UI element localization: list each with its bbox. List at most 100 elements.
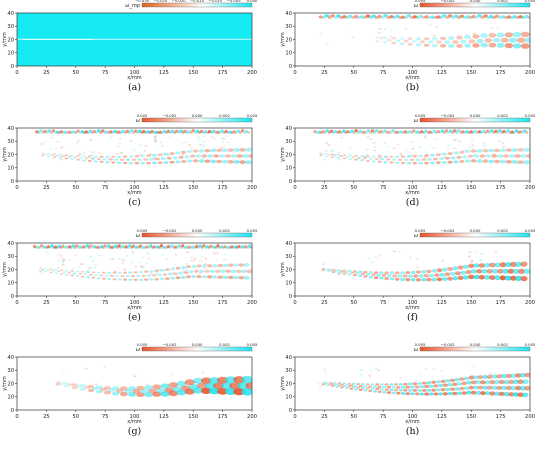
vortex-blob [165, 268, 170, 271]
colorbar-label: ω [136, 118, 140, 124]
vortex-blob [144, 392, 153, 398]
vortex-blob [520, 276, 528, 282]
x-tick-label: 0 [15, 414, 18, 420]
vortex-blob [94, 263, 98, 266]
vortex-blob [81, 271, 85, 273]
vortex-blob [212, 129, 216, 133]
x-tick-label: 50 [350, 300, 357, 306]
vortex-blob [196, 275, 202, 279]
vortex-blob [477, 385, 484, 390]
vortex-blob [152, 157, 156, 160]
vortex-blob [128, 271, 133, 274]
vortex-blob [445, 16, 450, 19]
jet-core [23, 39, 93, 40]
x-tick-label: 100 [408, 70, 418, 76]
vortex-blob [403, 158, 409, 161]
x-tick-label: 200 [247, 185, 257, 191]
vortex-blob [522, 379, 529, 385]
vortex-blob [471, 144, 475, 147]
vortex-blob [81, 262, 85, 265]
vortex-blob [192, 159, 199, 163]
vortex-blob [225, 388, 237, 395]
vortex-blob [44, 268, 48, 270]
vortex-blob [184, 245, 188, 249]
vortex-blob [340, 386, 344, 389]
vortex-blob [328, 381, 332, 384]
vortex-blob [189, 131, 193, 134]
vortex-blob [359, 15, 365, 19]
vortex-blob [183, 129, 187, 134]
vortex-blob [202, 135, 206, 137]
vortex-blob [60, 269, 64, 271]
vortex-blob [383, 161, 388, 164]
x-tick-label: 125 [437, 70, 447, 76]
x-tick-label: 125 [159, 300, 169, 306]
vortex-blob [470, 140, 474, 142]
vortex-blob [365, 131, 368, 134]
x-tick-label: 175 [218, 185, 228, 191]
vortex-blob [120, 151, 124, 154]
vortex-blob [524, 372, 530, 378]
vortex-blob [337, 269, 341, 272]
vortex-blob [167, 272, 173, 276]
vortex-blob [239, 160, 246, 165]
vortex-blob [442, 267, 448, 272]
vortex-blob [222, 146, 226, 148]
vortex-blob [480, 253, 484, 255]
vortex-blob [39, 270, 42, 272]
vortex-blob [120, 386, 128, 391]
vortex-blob [71, 383, 78, 387]
y-tick-label: 20 [285, 37, 292, 43]
vortex-blob [492, 37, 501, 43]
vortex-blob [342, 157, 347, 160]
vortex-blob [118, 138, 122, 140]
vortex-blob [374, 158, 379, 160]
vortex-blob [498, 391, 505, 396]
vortex-blob [130, 262, 134, 264]
vortex-blob [462, 149, 466, 152]
vortex-blob [172, 272, 178, 275]
vortex-blob [117, 271, 122, 274]
vortex-blob [79, 387, 87, 391]
vortex-blob [424, 154, 429, 157]
vortex-blob [472, 153, 476, 156]
vortex-blob [483, 263, 491, 268]
vortex-blob [446, 148, 450, 150]
vortex-blob [163, 161, 169, 164]
vortex-blob [161, 145, 164, 147]
vortex-blob [247, 131, 251, 134]
vortex-blob [498, 129, 502, 133]
vortex-blob [133, 278, 138, 281]
vortex-blob [380, 158, 385, 161]
vortex-blob [70, 270, 74, 272]
vortex-blob [347, 147, 351, 149]
vortex-blob [210, 148, 217, 153]
vortex-structures [313, 129, 530, 165]
vortex-blob [179, 246, 183, 249]
vortex-blob [372, 141, 376, 144]
x-tick-label: 0 [293, 414, 296, 420]
vortex-blob [386, 391, 392, 394]
vortex-blob [201, 371, 205, 374]
vortex-blob [333, 384, 337, 386]
vortex-blob [109, 136, 113, 139]
vortex-blob [465, 15, 471, 19]
x-tick-label: 150 [466, 70, 476, 76]
y-axis-label: y/mm [280, 32, 286, 47]
x-tick-label: 75 [102, 70, 109, 76]
vortex-blob [494, 380, 501, 385]
vortex-blob [108, 388, 116, 393]
vortex-blob [476, 159, 483, 163]
vortex-blob [79, 156, 83, 159]
vortex-blob [468, 251, 472, 254]
vortex-blob [114, 270, 118, 273]
vortex-blob [409, 141, 413, 143]
vortex-blob [377, 390, 382, 393]
vortex-blob [184, 379, 195, 386]
vortex-blob [458, 140, 462, 143]
vortex-blob [207, 154, 214, 158]
vortex-blob [38, 246, 42, 249]
vortex-blob [520, 43, 530, 49]
vortex-blob [459, 377, 465, 381]
x-tick-label: 175 [496, 70, 506, 76]
